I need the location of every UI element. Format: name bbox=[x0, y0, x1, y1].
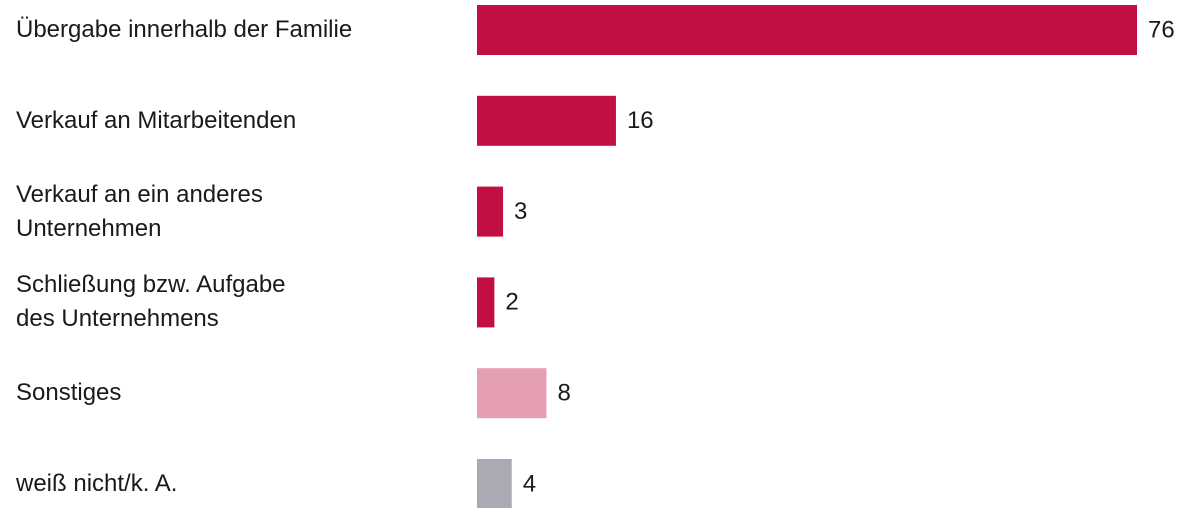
category-label: weiß nicht/k. A. bbox=[16, 470, 178, 497]
value-label: 3 bbox=[514, 198, 527, 225]
value-label: 4 bbox=[523, 470, 536, 497]
category-label: Schließung bzw. Aufgabe des Unternehmens bbox=[16, 271, 286, 333]
bar bbox=[477, 5, 1137, 55]
bar bbox=[477, 95, 616, 146]
category-label: Übergabe innerhalb der Familie bbox=[16, 16, 353, 43]
category-label: Verkauf an Mitarbeitenden bbox=[16, 106, 297, 134]
bar bbox=[477, 186, 504, 237]
value-label: 76 bbox=[1148, 16, 1175, 43]
bar bbox=[477, 459, 512, 508]
bar bbox=[477, 277, 495, 328]
bar bbox=[477, 368, 547, 419]
value-label: 2 bbox=[505, 289, 518, 316]
value-label: 8 bbox=[557, 380, 570, 407]
category-label: Verkauf an ein anderes Unternehmen bbox=[16, 180, 263, 242]
category-label: Sonstiges bbox=[16, 379, 122, 407]
value-label: 16 bbox=[627, 107, 654, 134]
